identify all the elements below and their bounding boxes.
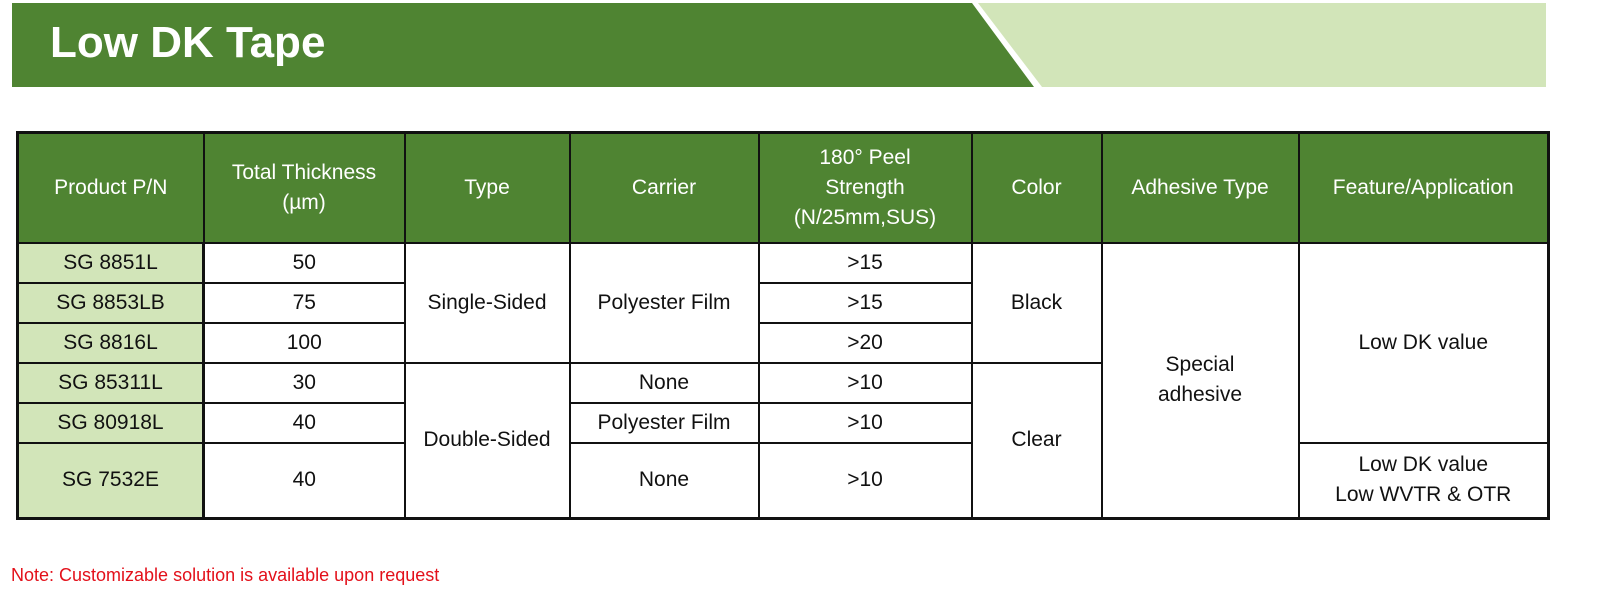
feature-line: Low WVTR & OTR bbox=[1335, 483, 1512, 507]
feature-line: Low DK value bbox=[1358, 453, 1489, 477]
table-row: SG 8853LB 75 >15 bbox=[16, 282, 1549, 324]
banner bbox=[12, 3, 1034, 87]
table-row: SG 80918L 40 Polyester Film >10 bbox=[16, 402, 1549, 444]
adhesive-line: adhesive bbox=[1157, 383, 1243, 407]
cell-pn: SG 7532E bbox=[16, 442, 205, 519]
cell-carrier: Polyester Film bbox=[568, 242, 760, 364]
adhesive-line: Special bbox=[1165, 353, 1235, 377]
cell-type: Single-Sided bbox=[403, 242, 571, 364]
header-peel-line: (N/25mm,SUS) bbox=[793, 206, 937, 229]
cell-carrier: None bbox=[568, 442, 760, 519]
cell-thickness: 40 bbox=[202, 402, 406, 444]
footnote: Note: Customizable solution is available… bbox=[11, 565, 440, 585]
cell-carrier: None bbox=[568, 362, 760, 404]
header-adhesive: Adhesive Type bbox=[1100, 131, 1300, 244]
header-peel-line: Strength bbox=[825, 176, 905, 199]
header-peel: 180° Peel Strength (N/25mm,SUS) bbox=[757, 131, 973, 244]
cell-thickness: 50 bbox=[202, 242, 406, 284]
cell-feature: Low DK value bbox=[1297, 242, 1550, 444]
cell-feature: Low DK value Low WVTR & OTR bbox=[1297, 442, 1550, 519]
cell-thickness: 30 bbox=[202, 362, 406, 404]
cell-thickness: 100 bbox=[202, 322, 406, 364]
header-product-pn: Product P/N bbox=[16, 131, 205, 244]
cell-peel: >10 bbox=[757, 402, 973, 444]
header-type: Type bbox=[403, 131, 571, 244]
table-row: SG 8851L 50 Single-Sided Polyester Film … bbox=[16, 242, 1550, 519]
header-color: Color bbox=[970, 131, 1103, 244]
cell-thickness: 75 bbox=[202, 282, 406, 324]
cell-thickness: 40 bbox=[202, 442, 406, 519]
cell-pn: SG 80918L bbox=[16, 402, 205, 444]
table-row: SG 85311L 30 Double-Sided None >10 Clear bbox=[16, 362, 1549, 519]
cell-pn: SG 8816L bbox=[16, 322, 205, 364]
cell-peel: >10 bbox=[757, 442, 973, 519]
cell-adhesive: Special adhesive bbox=[1100, 242, 1300, 519]
header-thickness-line: Total Thickness bbox=[231, 161, 377, 184]
header-thickness-line: (µm) bbox=[282, 191, 326, 214]
cell-pn: SG 8851L bbox=[16, 242, 205, 284]
cell-carrier: Polyester Film bbox=[568, 402, 760, 444]
product-table: Product P/N Total Thickness (µm) Type Car… bbox=[16, 131, 1550, 520]
header-thickness: Total Thickness (µm) bbox=[202, 131, 406, 244]
cell-pn: SG 8853LB bbox=[16, 282, 205, 324]
page-title: Low DK Tape bbox=[50, 18, 326, 67]
cell-color: Clear bbox=[970, 362, 1103, 519]
header-carrier: Carrier bbox=[568, 131, 760, 244]
cell-peel: >20 bbox=[757, 322, 973, 364]
cell-type: Double-Sided bbox=[403, 362, 571, 519]
header-feature: Feature/Application bbox=[1297, 131, 1550, 244]
cell-peel: >10 bbox=[757, 362, 973, 404]
header-row: Product P/N Total Thickness (µm) Type Car… bbox=[16, 131, 1550, 244]
header-peel-line: 180° Peel bbox=[819, 146, 911, 169]
table-row: SG 8816L 100 >20 bbox=[16, 322, 1549, 364]
cell-peel: >15 bbox=[757, 242, 973, 284]
cell-color: Black bbox=[970, 242, 1103, 364]
cell-peel: >15 bbox=[757, 282, 973, 324]
cell-pn: SG 85311L bbox=[16, 362, 205, 404]
table-row: SG 7532E 40 None >10 Low DK value Low WVT… bbox=[16, 442, 1550, 519]
